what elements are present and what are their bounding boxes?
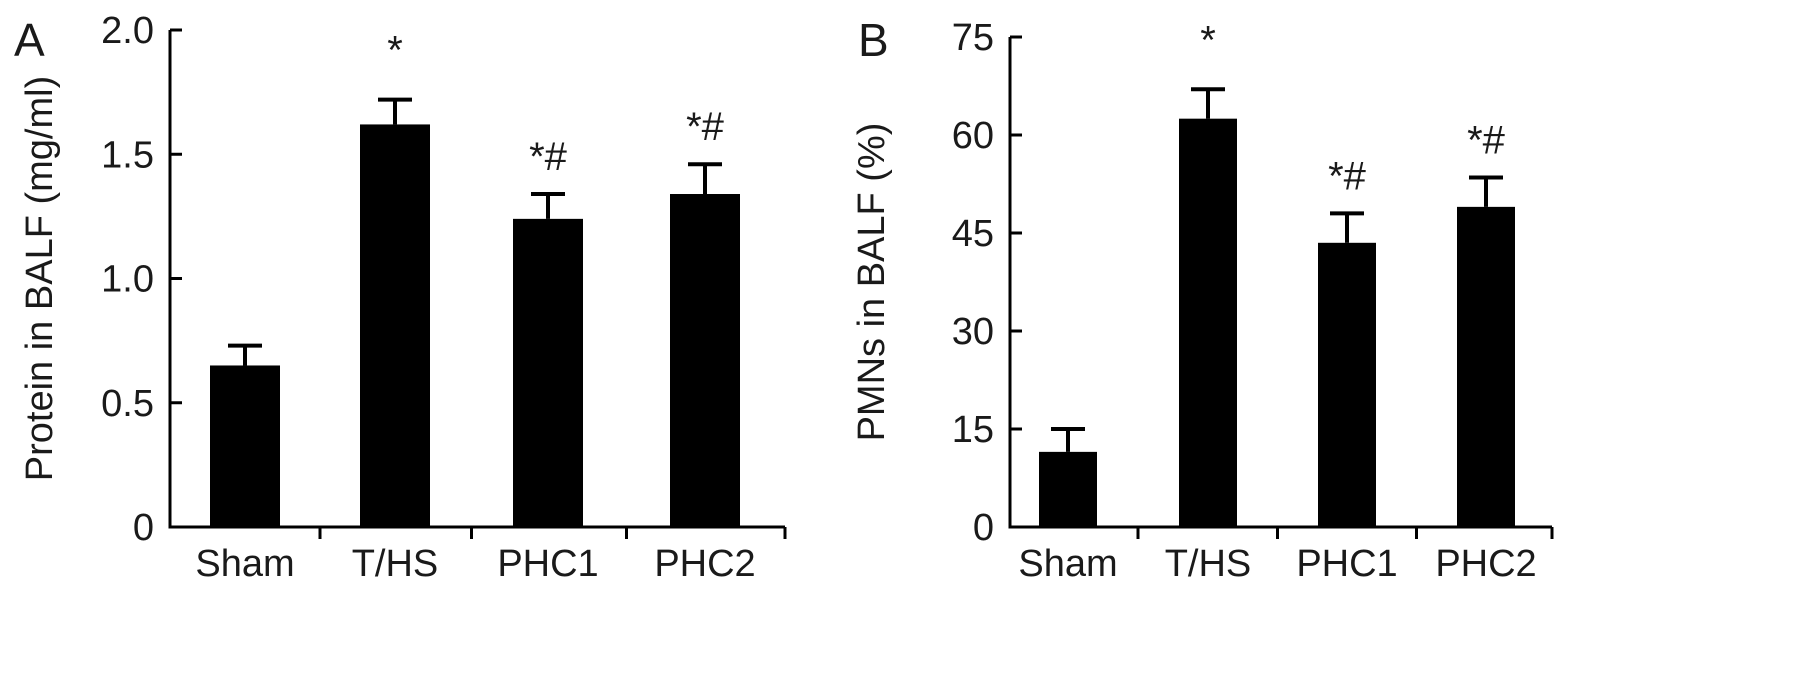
panel-b-category-label-0: Sham <box>1018 543 1117 585</box>
panel-b-category-label-2: PHC1 <box>1296 543 1397 585</box>
panel-a-category-label-2: PHC1 <box>497 543 598 585</box>
panel-b-ytick-label-2: 30 <box>952 311 994 353</box>
panel-b-letter: B <box>858 14 889 66</box>
panel-b-y-axis-title: PMNs in BALF (%) <box>851 123 893 442</box>
panel-a-category-label-1: T/HS <box>352 543 439 585</box>
panel-b-ytick-label-5: 75 <box>952 17 994 59</box>
panel-a-sig-label-3: *# <box>686 105 725 149</box>
panel-a: A Sham * T/HS *# PHC1 *# PHC2 0 0.5 1.0 1.5 2.0 Prote… <box>14 10 787 585</box>
panel-b-bar-3 <box>1457 206 1515 527</box>
panel-b-bar-1 <box>1179 118 1237 528</box>
panel-a-sig-label-1: * <box>387 29 403 73</box>
panel-b-bar-2 <box>1318 242 1376 528</box>
panel-a-ytick-label-4: 2.0 <box>101 10 154 52</box>
panel-a-category-label-3: PHC2 <box>654 543 755 585</box>
panel-a-ytick-label-1: 0.5 <box>101 383 154 425</box>
panel-b-category-label-3: PHC2 <box>1435 543 1536 585</box>
panel-b-ytick-label-0: 0 <box>973 507 994 549</box>
panel-b-ytick-label-3: 45 <box>952 213 994 255</box>
panel-a-bar-2 <box>513 218 583 528</box>
panel-b: B Sham * T/HS *# PHC1 *# PHC2 0 15 30 45 60 75 PMNs in… <box>851 14 1554 585</box>
panel-b-category-label-1: T/HS <box>1165 543 1252 585</box>
panel-b-bar-0 <box>1039 451 1097 527</box>
panel-a-bar-0 <box>210 365 280 527</box>
panel-a-ytick-label-2: 1.0 <box>101 259 154 301</box>
panel-a-sig-label-2: *# <box>529 135 568 179</box>
panel-b-sig-label-3: *# <box>1467 118 1506 162</box>
panel-a-ytick-label-0: 0 <box>133 507 154 549</box>
panel-a-ytick-label-3: 1.5 <box>101 134 154 176</box>
panel-b-ytick-label-4: 60 <box>952 115 994 157</box>
panel-b-sig-label-1: * <box>1200 18 1216 62</box>
panel-a-bar-1 <box>360 124 430 528</box>
panel-a-letter: A <box>14 14 45 66</box>
panel-b-sig-label-2: *# <box>1328 154 1367 198</box>
panel-a-category-label-0: Sham <box>195 543 294 585</box>
panel-a-bar-3 <box>670 194 740 527</box>
panel-a-y-axis-title: Protein in BALF (mg/ml) <box>19 76 61 481</box>
panel-b-ytick-label-1: 15 <box>952 409 994 451</box>
